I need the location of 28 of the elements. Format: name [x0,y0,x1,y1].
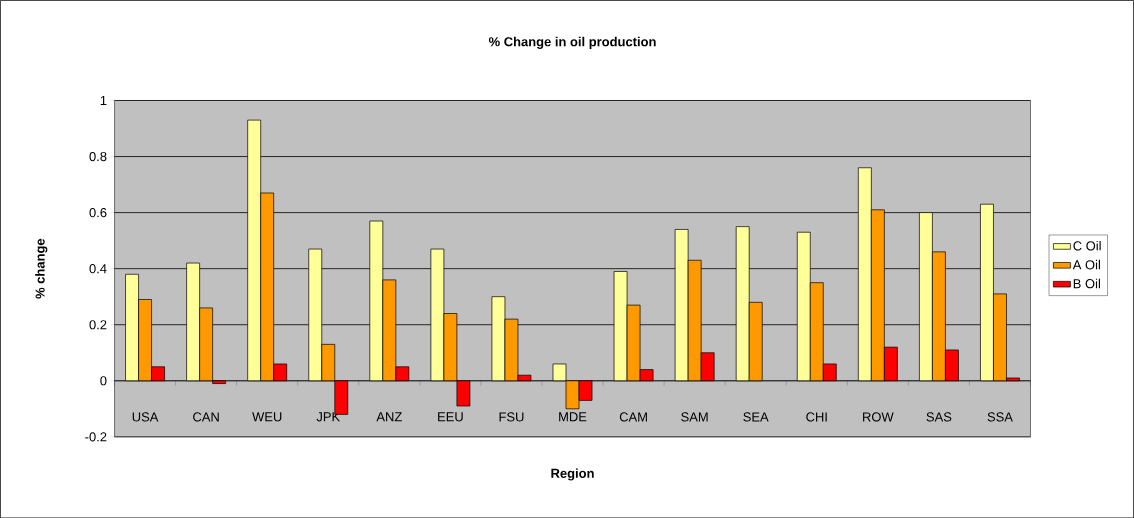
legend-label: A Oil [1072,259,1100,270]
y-tick-label: 0.4 [89,263,107,274]
x-tick-label: SEA [743,412,769,422]
legend-label: B Oil [1073,278,1100,289]
x-tick-label: WEU [252,412,282,422]
y-axis-title: % change [35,238,48,299]
y-tick-label: 1 [100,95,107,105]
x-tick-label: ANZ [376,412,402,422]
x-tick-label: CAN [193,412,219,422]
x-tick-label: ROW [863,412,894,422]
x-tick-label: USA [132,412,159,422]
y-tick-label: 0 [100,376,107,386]
y-tick-label: 0.6 [89,207,107,218]
x-tick-label: FSU [499,412,524,422]
y-tick-label: -0.2 [85,432,107,442]
y-tick-label: 0.2 [89,319,107,330]
legend-label: C Oil [1073,240,1101,251]
x-axis-title: Region [551,468,594,481]
chart-title: % Change in oil production [488,36,656,49]
x-tick-label: MDE [559,412,587,422]
x-tick-label: CAM [619,412,647,422]
x-tick-label: EEU [438,412,463,422]
x-tick-label: JPK [316,412,341,422]
y-tick-label: 0.8 [89,151,107,161]
x-tick-label: SAM [681,412,708,422]
x-tick-label: SAS [926,412,952,422]
x-tick-label: SSA [987,412,1013,422]
x-tick-label: CHI [806,412,827,422]
